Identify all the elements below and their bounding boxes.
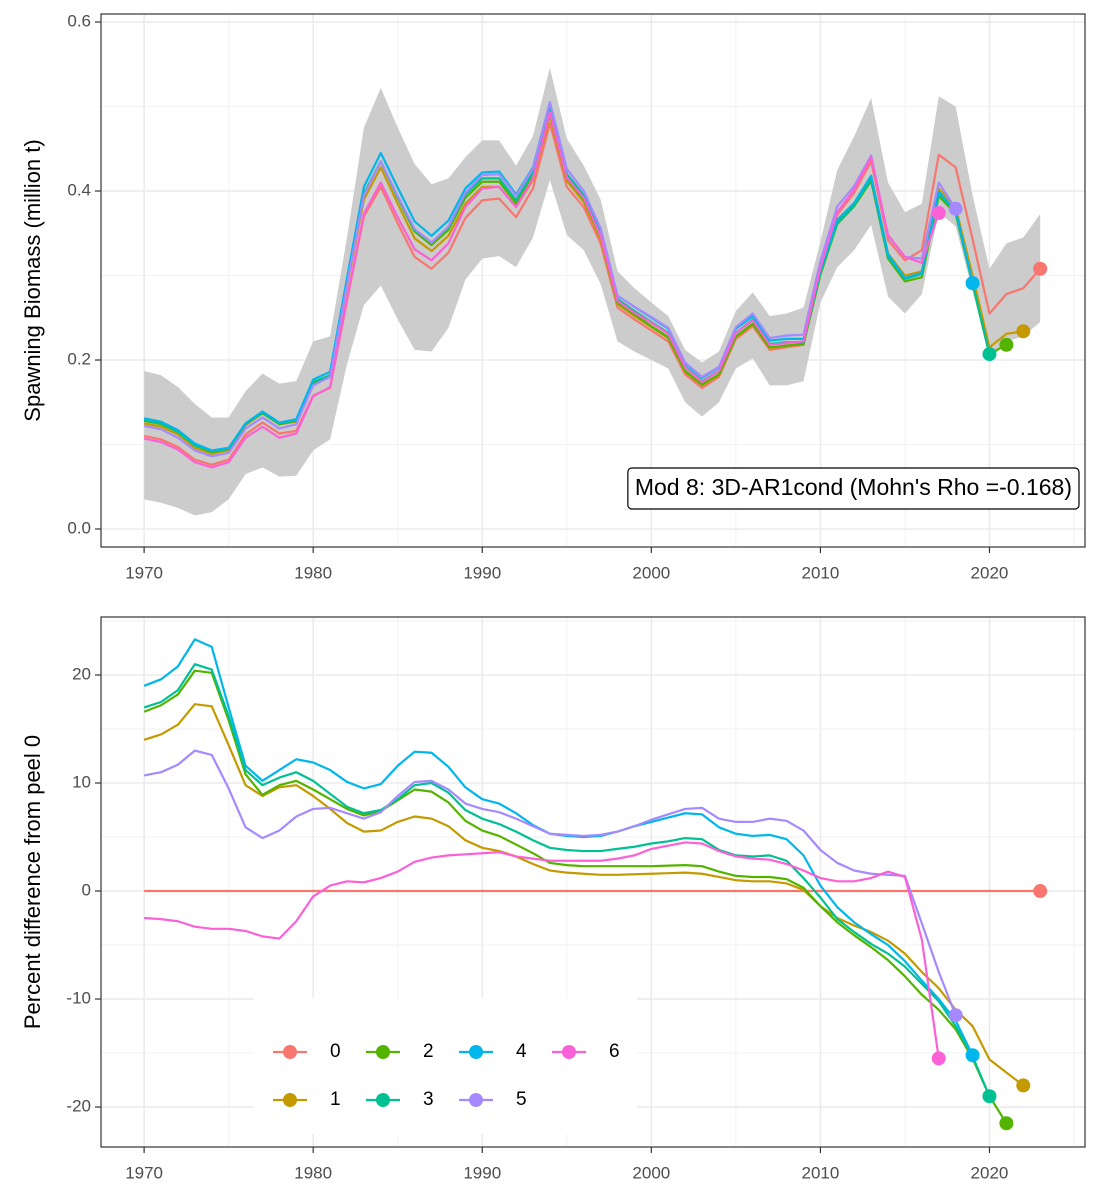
series-line — [143, 749, 957, 1016]
y-tick-label: -10 — [66, 989, 91, 1008]
legend-key-point — [562, 1045, 576, 1059]
x-tick-label: 1980 — [294, 1163, 332, 1182]
x-tick-label: 2000 — [632, 563, 670, 582]
y-tick-label: 0.4 — [67, 181, 91, 200]
annotation: Mod 8: 3D-AR1cond (Mohn's Rho =-0.168) — [627, 467, 1080, 510]
x-tick-label: 2010 — [801, 1163, 839, 1182]
y-tick-label: 0 — [82, 881, 91, 900]
y-tick-label: 0.6 — [67, 12, 91, 31]
series-line — [143, 669, 1008, 1124]
panel-border — [100, 13, 1086, 548]
end-point — [965, 1048, 980, 1063]
annotation-box — [627, 467, 1080, 510]
legend-label: 3 — [423, 1089, 434, 1110]
x-tick-label: 1990 — [463, 563, 501, 582]
legend-label: 6 — [609, 1041, 620, 1062]
end-point — [931, 1051, 946, 1066]
legend-key-point — [376, 1093, 390, 1107]
series-line — [143, 122, 1042, 466]
x-tick-label: 1970 — [125, 563, 163, 582]
y-tick-label: 20 — [72, 664, 91, 683]
end-point — [1016, 1078, 1031, 1093]
end-point — [965, 276, 980, 291]
y-tick-label: 0.0 — [67, 518, 91, 537]
x-tick-label: 1990 — [463, 1163, 501, 1182]
y-tick-label: -20 — [66, 1097, 91, 1116]
series-line — [143, 111, 940, 469]
y-tick-label: 0.2 — [67, 349, 91, 368]
x-tick-label: 1970 — [125, 1163, 163, 1182]
x-tick-label: 2010 — [801, 563, 839, 582]
end-point — [999, 337, 1014, 352]
series-line — [143, 703, 1024, 1087]
end-point — [1033, 884, 1048, 899]
end-point — [931, 205, 946, 220]
end-point — [982, 1089, 997, 1104]
end-point — [999, 1116, 1014, 1131]
x-tick-label: 2020 — [971, 1163, 1009, 1182]
y-axis-title: Spawning Biomass (million t) — [20, 139, 45, 421]
x-tick-label: 2020 — [971, 563, 1009, 582]
series-line — [143, 663, 991, 1097]
legend-key-point — [469, 1045, 483, 1059]
legend-label: 0 — [330, 1041, 341, 1062]
x-tick-label: 2000 — [632, 1163, 670, 1182]
legend-label: 1 — [330, 1089, 341, 1110]
y-axis-title: Percent difference from peel 0 — [20, 735, 45, 1029]
legend-box — [253, 998, 637, 1134]
x-tick-label: 1980 — [294, 563, 332, 582]
legend-key-point — [283, 1045, 297, 1059]
series-line — [143, 101, 957, 458]
end-point — [1033, 261, 1048, 276]
legend-key-point — [469, 1093, 483, 1107]
series-line — [144, 841, 940, 1059]
y-tick-label: 10 — [72, 772, 91, 791]
end-point — [948, 201, 963, 216]
panel-border — [100, 616, 1086, 1148]
legend-label: 2 — [423, 1041, 434, 1062]
legend-key-point — [376, 1045, 390, 1059]
end-point — [1016, 324, 1031, 339]
legend-label: 4 — [516, 1041, 527, 1062]
end-point — [982, 347, 997, 362]
end-point — [948, 1008, 963, 1023]
legend-label: 5 — [516, 1089, 527, 1110]
annotation-text: Mod 8: 3D-AR1cond (Mohn's Rho =-0.168) — [635, 474, 1072, 500]
legend-key-point — [283, 1093, 297, 1107]
